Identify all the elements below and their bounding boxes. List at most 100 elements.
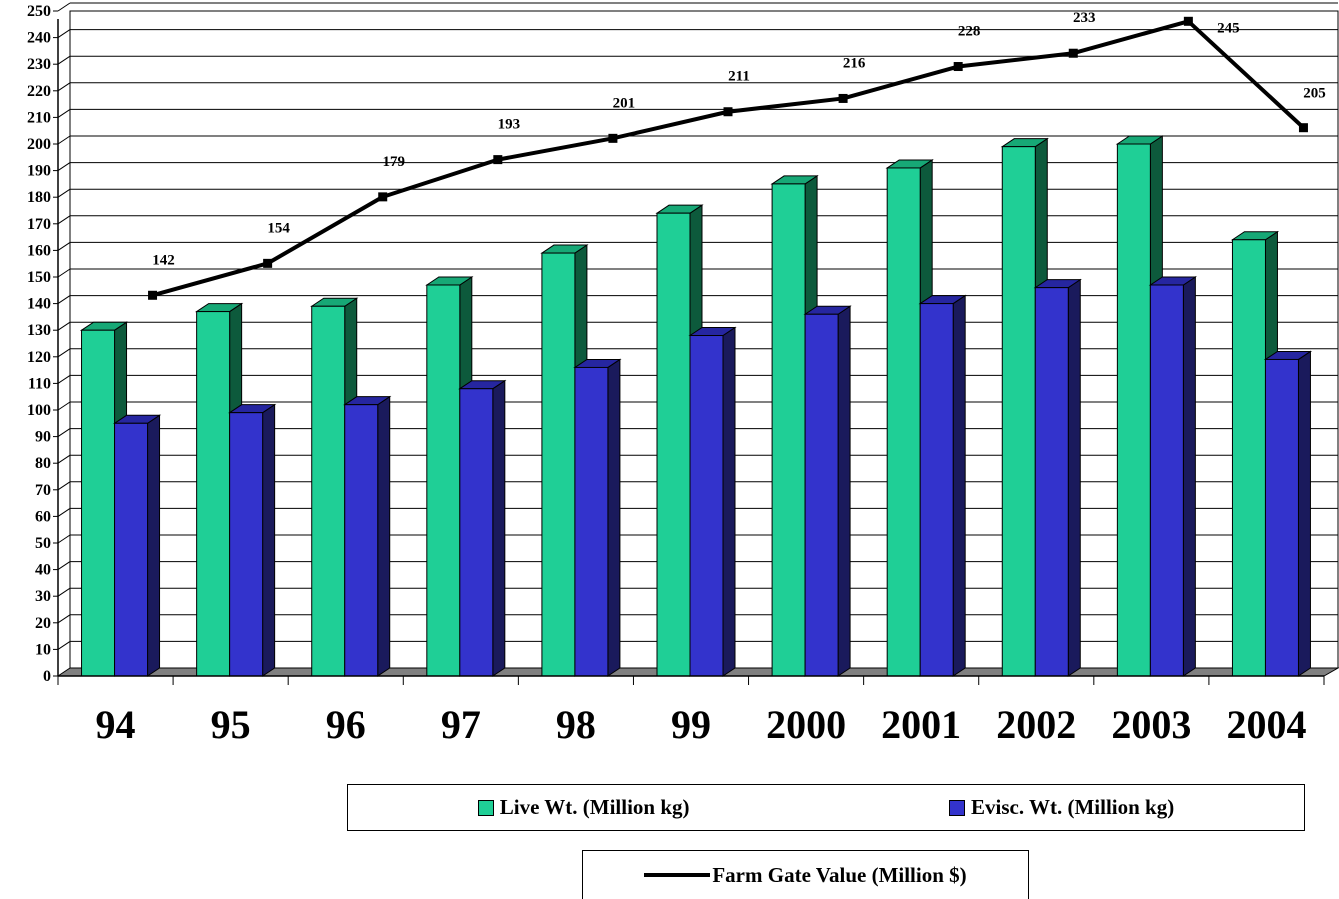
x-tick-label: 2004 bbox=[1226, 702, 1306, 747]
line-marker bbox=[723, 107, 733, 117]
legend-swatch-live-wt bbox=[477, 799, 494, 816]
y-tick-label: 180 bbox=[27, 189, 51, 206]
line-data-label: 228 bbox=[958, 24, 981, 40]
line-marker bbox=[1298, 123, 1308, 133]
legend-label-farm-gate: Farm Gate Value (Million $) bbox=[712, 862, 967, 887]
y-tick-label: 220 bbox=[27, 83, 51, 100]
bar-evisc-wt-front bbox=[919, 303, 954, 677]
x-tick-label: 2003 bbox=[1111, 702, 1191, 747]
legend-item-live-wt: Live Wt. (Million kg) bbox=[477, 795, 690, 820]
bar-evisc-wt bbox=[1033, 278, 1082, 677]
line-data-label: 245 bbox=[1217, 20, 1240, 36]
bar-live-wt-front bbox=[196, 311, 231, 677]
bar-evisc-wt-side bbox=[837, 305, 851, 677]
bar-evisc-wt-side bbox=[607, 358, 621, 677]
bar-live-wt-front bbox=[426, 284, 461, 677]
gridline-depth bbox=[57, 561, 71, 571]
bar-evisc-wt-side bbox=[1182, 276, 1196, 677]
x-tick-label: 99 bbox=[671, 702, 711, 747]
y-tick-labels: 0 10 20 30 40 50 60 70 80 90 100 110 120 130 140 150 160… bbox=[27, 3, 51, 685]
gridline-depth bbox=[57, 215, 71, 225]
gridline-depth bbox=[57, 29, 71, 39]
bar-evisc-wt bbox=[918, 294, 967, 677]
gridline-depth bbox=[57, 481, 71, 491]
bar-evisc-wt bbox=[343, 395, 392, 677]
line-data-label: 233 bbox=[1073, 10, 1096, 26]
bar-evisc-wt bbox=[688, 326, 737, 677]
bar-evisc-wt-side bbox=[722, 326, 736, 677]
gridline-depth bbox=[57, 135, 71, 145]
gridline-depth bbox=[57, 268, 71, 278]
gridline-depth bbox=[57, 587, 71, 597]
bar-evisc-wt bbox=[803, 305, 852, 677]
bar-live-wt-front bbox=[311, 305, 346, 677]
line-data-label: 205 bbox=[1303, 86, 1326, 102]
y-tick-label: 110 bbox=[28, 375, 51, 392]
bar-evisc-wt-front bbox=[1149, 284, 1184, 677]
axes bbox=[53, 10, 1325, 685]
bar-evisc-wt-side bbox=[492, 379, 506, 677]
bar-evisc-wt-front bbox=[574, 366, 609, 677]
legend-label-live-wt: Live Wt. (Million kg) bbox=[499, 795, 690, 819]
gridline-depth bbox=[57, 241, 71, 251]
bar-evisc-wt-front bbox=[689, 335, 724, 677]
bars bbox=[79, 135, 1313, 677]
bar-live-wt-front bbox=[886, 167, 921, 677]
x-tick-labels: 94 95 96 97 98 99 2000 2001 2002 2003 2004 bbox=[96, 702, 1307, 747]
bar-evisc-wt-side bbox=[952, 294, 966, 677]
line-marker bbox=[838, 93, 848, 103]
x-tick-label: 97 bbox=[441, 702, 481, 747]
x-tick-label: 2002 bbox=[996, 702, 1076, 747]
bar-live-wt-front bbox=[541, 252, 576, 677]
line-data-label: 201 bbox=[613, 95, 636, 111]
gridline-depth bbox=[57, 108, 71, 118]
y-tick-label: 120 bbox=[27, 349, 51, 366]
gridline-depth bbox=[57, 188, 71, 198]
bar-evisc-wt-front bbox=[459, 388, 494, 677]
gridline-depth bbox=[57, 348, 71, 358]
bar-evisc-wt-front bbox=[344, 404, 379, 677]
bar-evisc-wt bbox=[112, 414, 162, 677]
gridline-depth bbox=[57, 82, 71, 92]
legend-bars: Live Wt. (Million kg) Evisc. Wt. (Millio… bbox=[347, 784, 1305, 831]
gridline-depth bbox=[57, 614, 71, 624]
line-data-label: 211 bbox=[728, 69, 750, 85]
bar-live-wt-front bbox=[656, 212, 691, 677]
bar-live-wt-front bbox=[771, 183, 806, 677]
bar-evisc-wt-front bbox=[1034, 287, 1069, 677]
legend-swatch-farm-gate bbox=[644, 873, 711, 877]
line-marker bbox=[1068, 48, 1078, 58]
x-tick-label: 2001 bbox=[881, 702, 961, 747]
bar-evisc-wt bbox=[1263, 350, 1313, 677]
bar-evisc-wt-side bbox=[1297, 350, 1311, 677]
bar-live-wt-front bbox=[81, 329, 116, 677]
legend-label-evisc-wt: Evisc. Wt. (Million kg) bbox=[971, 795, 1175, 819]
y-tick-label: 50 bbox=[35, 535, 51, 552]
gridline-depth bbox=[57, 428, 71, 438]
bar-evisc-wt-side bbox=[377, 395, 391, 677]
bar-evisc-wt-side bbox=[147, 414, 161, 677]
y-tick-label: 40 bbox=[35, 562, 51, 579]
x-tick-label: 95 bbox=[211, 702, 251, 747]
gridline-depth bbox=[57, 454, 71, 464]
y-tick-label: 250 bbox=[27, 3, 51, 20]
line-marker bbox=[608, 133, 618, 143]
y-tick-label: 140 bbox=[27, 296, 51, 313]
y-tick-label: 30 bbox=[35, 588, 51, 605]
bar-live-wt-front bbox=[1231, 239, 1266, 677]
bar-evisc-wt-front bbox=[804, 313, 839, 677]
y-tick-label: 90 bbox=[35, 429, 51, 446]
y-tick-label: 130 bbox=[27, 322, 51, 339]
bar-evisc-wt bbox=[573, 358, 622, 677]
y-tick-label: 20 bbox=[35, 615, 51, 632]
y-tick-label: 190 bbox=[27, 163, 51, 180]
line-marker bbox=[953, 62, 963, 72]
x-tick-label: 96 bbox=[326, 702, 366, 747]
y-tick-label: 240 bbox=[27, 30, 51, 47]
gridline-depth bbox=[57, 162, 71, 172]
gridline-depth bbox=[57, 55, 71, 65]
gridline-depth bbox=[57, 401, 71, 411]
gridline-depth bbox=[57, 534, 71, 544]
line-data-labels: 142 154 179 193 201 211 216 228 233 245 205 bbox=[152, 10, 1325, 268]
gridline-depth bbox=[57, 374, 71, 384]
